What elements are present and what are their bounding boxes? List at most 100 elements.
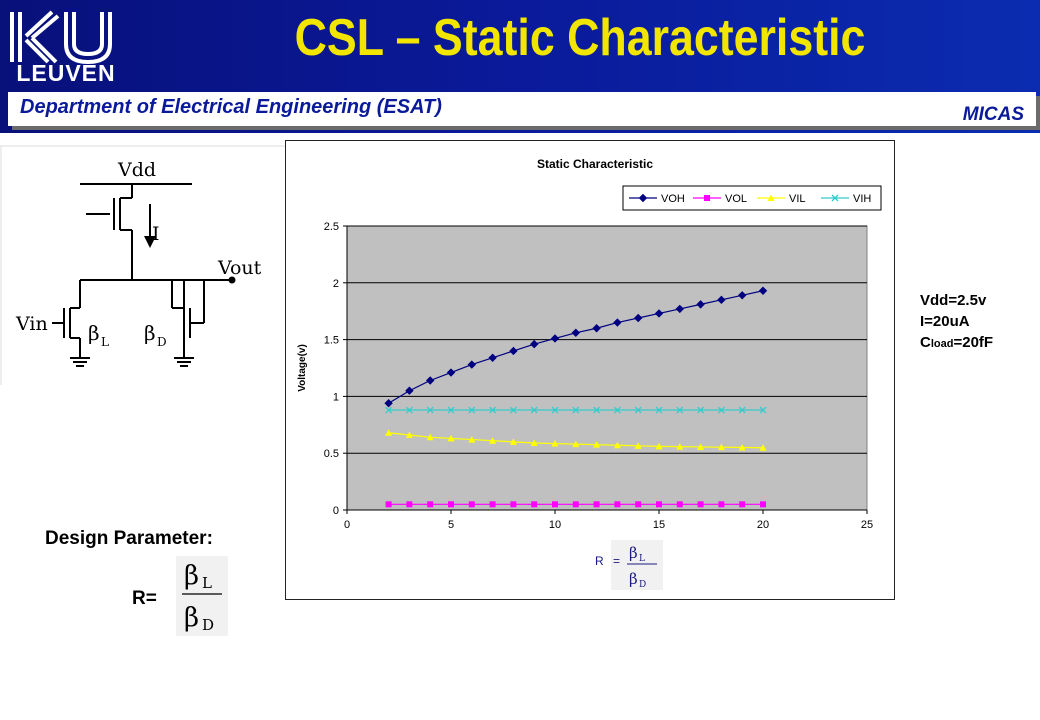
y-tick-label: 1 [333,391,339,403]
static-characteristic-chart: Static Characteristic VOH VOL VIL VIH 0 0.5 1… [297,157,882,590]
series-voh-point [488,353,497,362]
series-vol-point [635,501,642,508]
ratio-sub-l: L [202,574,212,592]
series-vol-point [572,501,579,508]
plot-area [346,225,868,511]
beta-l-symbol: β [88,321,100,345]
formula-sub-d: D [639,580,646,590]
series-vil-point [468,436,476,443]
marker-stroke [489,406,497,414]
marker-stroke [717,406,725,414]
department-bar [8,92,1036,126]
marker-stroke [634,406,642,414]
series-vol-point [676,501,683,508]
marker-stroke [551,406,559,414]
vdd-label: Vdd [117,159,156,181]
ratio-beta-num: β [184,561,199,591]
series-voh-point [737,291,747,300]
series-vol-point [531,501,538,508]
marker-stroke [697,406,705,414]
series-vih-point [509,406,517,414]
marker-stroke [831,194,839,202]
series-voh-point [613,318,622,327]
marker-stroke [447,406,455,414]
series-vih-point [426,406,434,414]
series-vil-point [634,442,642,449]
series-vih-point [447,406,455,414]
x-tick-label: 25 [861,519,873,531]
series-vih-point [530,406,538,414]
series-vil-point [530,439,538,446]
series-vol-point [448,501,454,508]
series-vil-point [613,441,621,449]
series-voh-point [592,324,601,333]
series-vih-point [655,406,663,414]
series-vih-point [759,406,767,414]
legend-vol-marker [704,195,710,201]
series-voh-point [675,304,685,314]
series-vih-point [405,406,413,414]
param-cload-prefix: C [920,334,931,351]
marker-stroke [655,406,663,414]
csl-circuit-schematic: Vdd I Vout Vin β L β D [0,145,290,385]
param-cload: Cload=20fF [920,332,993,355]
chart-title: Static Characteristic [537,157,653,171]
series-vih-point [551,406,559,414]
series-vol-point [385,501,392,508]
series-vil-point [759,444,767,451]
legend-vil-label: VIL [789,193,806,205]
axes-layer: 0 0.5 1 1.5 2 2.5 0 5 10 15 20 25 [324,221,873,531]
param-cload-value: =20fF [953,334,994,351]
series-vih-point [697,406,705,414]
series-vil-point [655,442,663,450]
marker-stroke [613,406,621,414]
department-label: Department of Electrical Engineering (ES… [20,96,442,118]
series-vil-point [489,437,497,444]
series-vol-point [489,501,496,508]
marker-stroke [572,406,580,414]
legend-voh-marker [638,193,648,203]
current-label: I [152,223,160,245]
series-voh-point [550,334,560,343]
ratio-beta-den: β [184,603,199,633]
ku-leuven-logo [10,10,112,65]
beta-ratio-fraction: β L β D [176,556,228,636]
slide-title: CSL – Static Characteristic [294,9,866,67]
y-tick-label: 0 [333,505,339,517]
marker-stroke [738,406,746,414]
series-voh-point [467,360,477,369]
series-vil-point [676,443,684,450]
series-voh-point [529,339,539,349]
ratio-sub-d: D [202,616,214,634]
series-vil-point [593,441,601,448]
series-vih-point [468,406,476,414]
series-vol-point [510,501,517,508]
series-vil-point [572,440,580,448]
marker-stroke [426,406,434,414]
series-vih-point [676,406,684,414]
formula-beta-den: β [629,570,638,588]
x-tick-label: 20 [757,519,769,531]
series-vil-point [509,438,517,445]
series-vih-point [634,406,642,414]
series-vol-point [468,501,475,508]
marker-stroke [759,406,767,414]
series-vol-point [427,501,434,508]
marker-stroke [468,406,476,414]
series-vih-point [717,406,725,414]
beta-l-subscript: L [101,335,109,349]
group-label: MICAS [962,104,1024,125]
y-tick-label: 0.5 [324,448,339,460]
series-vol-point [552,501,558,508]
series-vih-point [738,406,746,414]
marker-stroke [385,406,393,414]
series-voh-point [633,313,643,323]
marker-stroke [405,406,413,414]
series-vih-point [613,406,621,414]
series-vil-point [697,443,705,450]
legend-vil-marker [767,194,775,201]
series-vil-point [405,431,413,439]
formula-r: R [595,554,604,568]
chart-legend: VOH VOL VIL VIH [622,185,882,211]
series-vih-point [572,406,580,414]
